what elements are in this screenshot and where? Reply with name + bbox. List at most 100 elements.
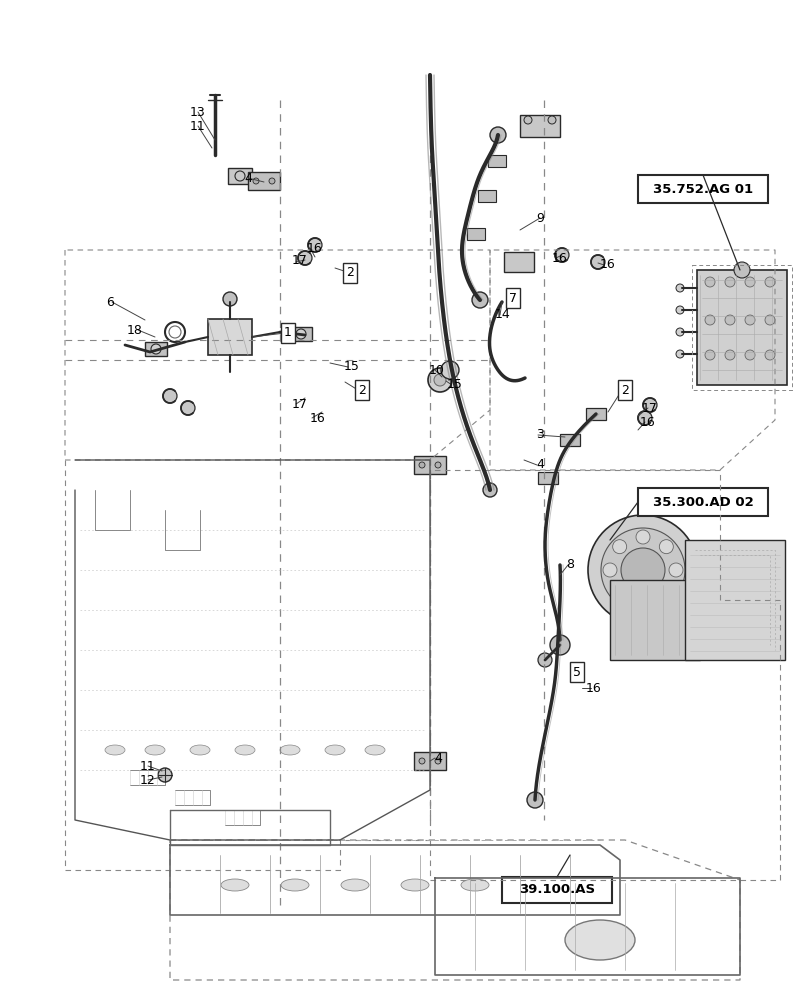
Circle shape (724, 277, 734, 287)
Text: 16: 16 (599, 258, 615, 271)
Text: 18: 18 (127, 324, 143, 336)
Bar (538, 472, 557, 484)
Text: 9: 9 (535, 212, 543, 225)
Bar (586, 408, 605, 420)
Circle shape (489, 127, 505, 143)
Text: 16: 16 (310, 412, 325, 424)
Circle shape (733, 262, 749, 278)
Text: 1: 1 (284, 326, 292, 340)
Circle shape (676, 284, 683, 292)
Circle shape (435, 462, 440, 468)
Bar (560, 434, 579, 446)
Bar (466, 228, 484, 240)
Text: 4: 4 (244, 172, 251, 185)
Circle shape (298, 251, 311, 265)
Bar (290, 327, 311, 341)
Circle shape (590, 255, 604, 269)
Ellipse shape (281, 879, 309, 891)
Circle shape (668, 563, 682, 577)
Circle shape (307, 238, 322, 252)
Circle shape (526, 792, 543, 808)
Ellipse shape (461, 879, 488, 891)
Circle shape (523, 116, 531, 124)
Circle shape (181, 401, 195, 415)
Ellipse shape (521, 879, 548, 891)
Circle shape (549, 635, 569, 655)
Text: 17: 17 (292, 397, 307, 410)
Circle shape (676, 350, 683, 358)
Text: 4: 4 (434, 752, 441, 764)
Ellipse shape (324, 745, 345, 755)
Circle shape (427, 368, 452, 392)
Circle shape (724, 350, 734, 360)
Circle shape (418, 758, 424, 764)
Bar (519, 115, 560, 137)
Ellipse shape (105, 745, 125, 755)
Circle shape (547, 116, 556, 124)
Circle shape (744, 315, 754, 325)
Circle shape (587, 515, 697, 625)
Circle shape (635, 530, 649, 544)
Ellipse shape (365, 745, 384, 755)
Text: 2: 2 (620, 383, 629, 396)
Circle shape (764, 315, 774, 325)
Bar (478, 190, 496, 202)
Text: 2: 2 (345, 266, 354, 279)
Circle shape (433, 374, 445, 386)
Circle shape (600, 528, 684, 612)
Bar (145, 342, 167, 356)
Text: 39.100.AS: 39.100.AS (518, 884, 594, 896)
Circle shape (418, 462, 424, 468)
Bar (414, 456, 445, 474)
Bar (696, 270, 786, 385)
Circle shape (538, 653, 551, 667)
Circle shape (483, 483, 496, 497)
Ellipse shape (280, 745, 299, 755)
Circle shape (724, 315, 734, 325)
Ellipse shape (234, 745, 255, 755)
Text: 15: 15 (447, 378, 462, 391)
Text: 16: 16 (307, 241, 323, 254)
Circle shape (268, 178, 275, 184)
Text: 15: 15 (344, 360, 359, 373)
Circle shape (234, 171, 245, 181)
Bar (637, 175, 767, 203)
Circle shape (296, 329, 306, 339)
Text: 12: 12 (140, 774, 156, 786)
Text: 4: 4 (535, 458, 543, 472)
Circle shape (635, 596, 649, 610)
Circle shape (440, 361, 458, 379)
Circle shape (704, 315, 714, 325)
Text: 13: 13 (190, 106, 206, 119)
Text: 5: 5 (573, 666, 581, 678)
Circle shape (163, 389, 177, 403)
Text: 8: 8 (565, 558, 573, 572)
Bar (487, 155, 505, 167)
Text: 11: 11 (140, 760, 156, 772)
Text: 16: 16 (639, 416, 655, 428)
Text: 11: 11 (190, 120, 206, 133)
Circle shape (744, 277, 754, 287)
Circle shape (744, 350, 754, 360)
Circle shape (764, 277, 774, 287)
Bar (609, 580, 699, 660)
Text: 14: 14 (495, 308, 510, 322)
Circle shape (253, 178, 259, 184)
Circle shape (612, 586, 626, 600)
Text: 16: 16 (586, 682, 601, 694)
Text: 17: 17 (292, 253, 307, 266)
Ellipse shape (145, 745, 165, 755)
Text: 17: 17 (642, 401, 657, 414)
Ellipse shape (190, 745, 210, 755)
Circle shape (620, 548, 664, 592)
Circle shape (642, 398, 656, 412)
Circle shape (158, 768, 172, 782)
Text: 2: 2 (358, 383, 366, 396)
Ellipse shape (221, 879, 249, 891)
Circle shape (435, 758, 440, 764)
Ellipse shape (564, 920, 634, 960)
Bar (247, 172, 280, 190)
Ellipse shape (341, 879, 368, 891)
Text: 6: 6 (106, 296, 114, 308)
Text: 35.300.AD 02: 35.300.AD 02 (652, 495, 753, 508)
